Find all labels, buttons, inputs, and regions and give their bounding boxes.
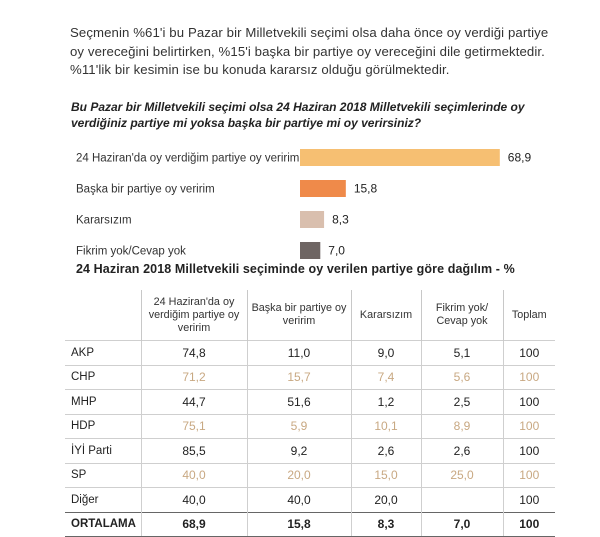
table-row: MHP 44,7 51,6 1,2 2,5 100 <box>65 389 555 414</box>
row-label: CHP <box>65 364 141 390</box>
table-cell: 5,6 <box>420 364 503 390</box>
table-cell: 20,0 <box>246 462 351 488</box>
bar <box>300 242 321 259</box>
table-cell: 5,1 <box>420 340 503 365</box>
table-cell: 75,1 <box>140 413 247 439</box>
table-cell: 40,0 <box>140 462 247 488</box>
table-cell: 71,2 <box>140 364 247 390</box>
table-cell: 9,2 <box>246 438 351 463</box>
table-cell: 100 <box>502 487 555 512</box>
table-cell: 11,0 <box>246 340 351 365</box>
column-header: Kararsızım <box>350 290 421 341</box>
bar <box>300 149 500 166</box>
table-cell: 74,8 <box>140 340 247 365</box>
table-row: AKP 74,8 11,0 9,0 5,1 100 <box>65 340 555 365</box>
row-label: Diğer <box>65 487 141 512</box>
table-cell: 7,4 <box>350 364 421 390</box>
row-label: HDP <box>65 413 141 439</box>
average-row: ORTALAMA 68,9 15,8 8,3 7,0 100 <box>65 511 555 537</box>
row-label: MHP <box>65 389 141 414</box>
table-cell: 51,6 <box>246 389 351 414</box>
table-cell: 40,0 <box>140 487 247 512</box>
bar-category-label: Fikrim yok/Cevap yok <box>76 246 186 258</box>
bar-category-label: Kararsızım <box>76 215 132 227</box>
bar <box>300 211 325 228</box>
table-title: 24 Haziran 2018 Milletvekili seçiminde o… <box>76 262 515 276</box>
table-cell: 1,2 <box>350 389 421 414</box>
table-header-row: 24 Haziran'da oy verdiğim partiye oy ver… <box>65 290 555 341</box>
table-cell: 100 <box>502 511 555 537</box>
table-cell: 8,9 <box>420 413 503 439</box>
table-cell: 100 <box>502 438 555 463</box>
table-row: Diğer 40,0 40,0 20,0 100 <box>65 487 555 512</box>
table-cell: 100 <box>502 413 555 439</box>
bar-category-label: Başka bir partiye oy veririm <box>76 184 215 196</box>
bar-value-label: 15,8 <box>354 182 378 196</box>
bar-value-label: 8,3 <box>332 213 349 227</box>
header-blank <box>65 290 141 341</box>
table-cell: 15,8 <box>246 511 351 537</box>
table-cell: 100 <box>502 364 555 390</box>
table-row: İYİ Parti 85,5 9,2 2,6 2,6 100 <box>65 438 555 463</box>
column-header: Fikrim yok/ Cevap yok <box>420 290 503 341</box>
bar <box>300 180 346 197</box>
bar-chart: 24 Haziran'da oy verdiğim partiye oy ver… <box>76 149 532 259</box>
table-cell: 8,3 <box>350 511 421 537</box>
table-cell: 15,0 <box>350 462 421 488</box>
table-cell: 2,5 <box>420 389 503 414</box>
bar-chart-title: Bu Pazar bir Milletvekili seçimi olsa 24… <box>71 100 525 130</box>
table-cell: 10,1 <box>350 413 421 439</box>
row-label: ORTALAMA <box>65 511 141 537</box>
row-label: AKP <box>65 340 141 365</box>
table-row: HDP 75,1 5,9 10,1 8,9 100 <box>65 413 555 439</box>
row-label: SP <box>65 462 141 488</box>
bar-value-label: 7,0 <box>328 244 345 258</box>
table-cell: 44,7 <box>140 389 247 414</box>
table-cell: 85,5 <box>140 438 247 463</box>
table-cell: 2,6 <box>420 438 503 463</box>
table-cell: 7,0 <box>420 511 503 537</box>
row-label: İYİ Parti <box>65 438 141 463</box>
table-cell: 20,0 <box>350 487 421 512</box>
table-cell: 100 <box>502 462 555 488</box>
table-cell: 100 <box>502 389 555 414</box>
table-cell: 25,0 <box>420 462 503 488</box>
column-header: Toplam <box>502 290 555 341</box>
bar-category-label: 24 Haziran'da oy verdiğim partiye oy ver… <box>76 153 299 165</box>
table-cell: 40,0 <box>246 487 351 512</box>
table-cell: 100 <box>502 340 555 365</box>
crosstab-table: 24 Haziran'da oy verdiğim partiye oy ver… <box>65 290 555 537</box>
table-cell <box>420 487 503 512</box>
table-row: CHP 71,2 15,7 7,4 5,6 100 <box>65 364 555 390</box>
intro-paragraph: Seçmenin %61'i bu Pazar bir Milletvekili… <box>70 25 549 78</box>
table-cell: 68,9 <box>140 511 247 537</box>
table-cell: 15,7 <box>246 364 351 390</box>
table-row: SP 40,0 20,0 15,0 25,0 100 <box>65 462 555 488</box>
table-cell: 2,6 <box>350 438 421 463</box>
column-header: Başka bir partiye oy veririm <box>246 290 351 341</box>
table-cell: 5,9 <box>246 413 351 439</box>
table-cell: 9,0 <box>350 340 421 365</box>
column-header: 24 Haziran'da oy verdiğim partiye oy ver… <box>140 290 247 341</box>
bar-value-label: 68,9 <box>508 151 532 165</box>
